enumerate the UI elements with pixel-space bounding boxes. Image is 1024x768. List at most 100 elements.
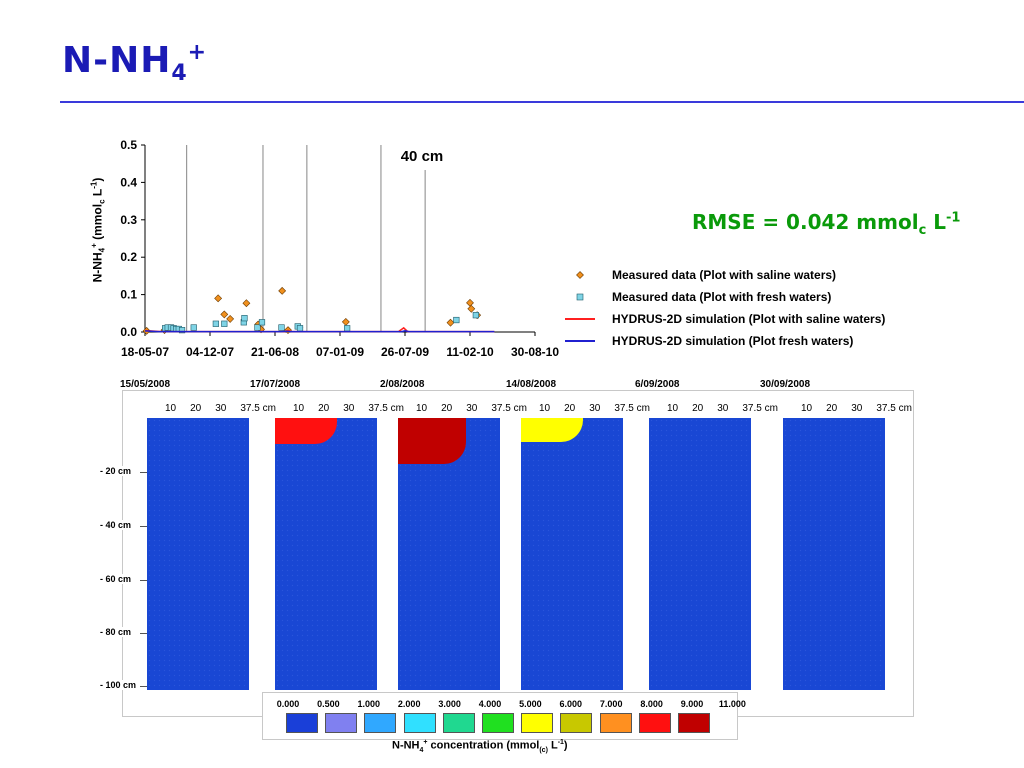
profile-x-tick: 20 (692, 403, 704, 414)
colorbar-swatch (638, 713, 671, 733)
profile-panel (649, 418, 751, 690)
y-tick-label: 0.0 (120, 325, 137, 339)
fresh-point (190, 324, 197, 331)
depth-label: - 100 cm (98, 680, 139, 690)
saline-point (220, 310, 229, 319)
colorbar-tick-label: 6.000 (559, 699, 583, 709)
colorbar-tick-label: 11.000 (718, 699, 746, 709)
profile-x-tick: 10 (165, 403, 177, 414)
legend-label: HYDRUS-2D simulation (Plot with saline w… (612, 312, 885, 326)
y-tick-label: 0.4 (120, 175, 137, 189)
colorbar-tick-label: 3.000 (438, 699, 461, 709)
profile-x-tick: 20 (441, 403, 453, 414)
x-tick-label: 07-01-09 (316, 345, 364, 359)
profile-x-tick: 30 (717, 403, 729, 414)
fresh-point (221, 320, 228, 327)
profile-frame (122, 390, 914, 717)
slide-title: N-NH4+ (62, 40, 208, 87)
y-tick-label: 0.5 (120, 138, 137, 152)
depth-label: - 80 cm (98, 627, 134, 637)
legend-marker (576, 293, 584, 301)
concentration-plume-band (398, 418, 466, 464)
profile-x-tick: 10 (416, 403, 428, 414)
colorbar-tick-label: 4.000 (478, 699, 502, 709)
profile-panel (275, 418, 377, 690)
title-divider (60, 101, 1024, 103)
depth-label: - 20 cm (98, 466, 134, 476)
profile-date: 2/08/2008 (380, 379, 425, 390)
fresh-point (178, 327, 186, 334)
colorbar-swatch (599, 713, 632, 733)
depth-tick (140, 686, 147, 687)
legend-label: Measured data (Plot with fresh waters) (612, 290, 831, 304)
colorbar-tick-label: 5.000 (519, 699, 542, 709)
saline-point (214, 294, 223, 303)
depth-label: - 60 cm (98, 574, 134, 584)
profile-date: 17/07/2008 (250, 379, 301, 390)
colorbar-swatch (560, 713, 593, 733)
legend-marker (576, 271, 584, 279)
profile-x-tick: 37.5 cm (491, 403, 527, 414)
colorbar-swatch (442, 713, 475, 733)
profile-x-tick: 30 (215, 403, 227, 414)
profile-panel (521, 418, 623, 690)
x-tick-label: 26-07-09 (381, 345, 429, 359)
series-line (144, 330, 495, 333)
colorbar-swatch (403, 713, 436, 733)
y-tick-label: 0.3 (120, 213, 137, 227)
profile-x-tick: 10 (539, 403, 551, 414)
colorbar-tick-label: 8.000 (640, 699, 663, 709)
profile-x-tick: 20 (318, 403, 330, 414)
y-tick-label: 0.1 (120, 288, 137, 302)
x-tick-label: 11-02-10 (446, 345, 494, 359)
saline-point (466, 298, 474, 307)
colorbar-swatch (364, 713, 397, 733)
saline-point (242, 299, 251, 308)
fresh-point (241, 315, 248, 322)
rmse-text: RMSE = 0.042 mmolc L-1 (692, 210, 961, 238)
fresh-point (254, 324, 261, 331)
profile-x-tick: 37.5 cm (876, 403, 912, 414)
profile-x-tick: 37.5 cm (240, 403, 276, 414)
profile-x-tick: 30 (589, 403, 601, 414)
x-tick-label: 21-06-08 (251, 345, 299, 359)
profile-x-tick: 20 (564, 403, 576, 414)
profile-panel (783, 418, 885, 690)
time-series-chart: 0.0 0.1 0.2 0.3 0.4 0.5 18-05-07 04-12-07 21-06-… (120, 138, 885, 359)
profile-x-tick: 30 (466, 403, 478, 414)
colorbar-swatch (678, 713, 710, 733)
colorbar-tick-label: 1.000 (357, 699, 381, 709)
profile-x-ticks: 10 20 30 37.5 cm (416, 403, 527, 414)
profile-date: 14/08/2008 (506, 379, 557, 390)
fresh-point (296, 325, 304, 332)
chart-annotation: 40 cm (401, 148, 444, 165)
profile-panel (147, 418, 249, 690)
colorbar-swatch (521, 713, 554, 733)
colorbar-swatch (286, 713, 318, 733)
x-tick-label: 18-05-07 (121, 345, 169, 359)
x-tick-label: 04-12-07 (186, 345, 234, 359)
colorbar-swatch (482, 713, 514, 733)
depth-tick (140, 633, 147, 634)
profile-x-ticks: 10 20 30 37.5 cm (539, 403, 650, 414)
fresh-point (212, 320, 219, 327)
colorbar-swatch (325, 713, 358, 733)
saline-point (467, 304, 476, 313)
profile-x-tick: 37.5 cm (368, 403, 404, 414)
profile-date: 30/09/2008 (760, 379, 811, 390)
profile-x-tick: 10 (293, 403, 305, 414)
concentration-plume-band (275, 418, 337, 444)
profile-x-tick: 10 (801, 403, 813, 414)
profile-x-tick: 30 (343, 403, 355, 414)
colorbar-tick-label: 0.000 (276, 699, 300, 709)
y-tick-label: 0.2 (120, 250, 137, 264)
profile-x-tick: 10 (667, 403, 679, 414)
fresh-point (472, 312, 479, 319)
profile-x-ticks: 10 20 30 37.5 cm (801, 403, 912, 414)
colorbar-tick-label: 0.500 (317, 699, 340, 709)
depth-label: - 40 cm (98, 520, 134, 530)
colorbar-tick-label: 9.000 (680, 699, 704, 709)
fresh-point (453, 316, 460, 324)
fresh-point (258, 319, 266, 326)
legend-label: Measured data (Plot with saline waters) (612, 268, 836, 282)
